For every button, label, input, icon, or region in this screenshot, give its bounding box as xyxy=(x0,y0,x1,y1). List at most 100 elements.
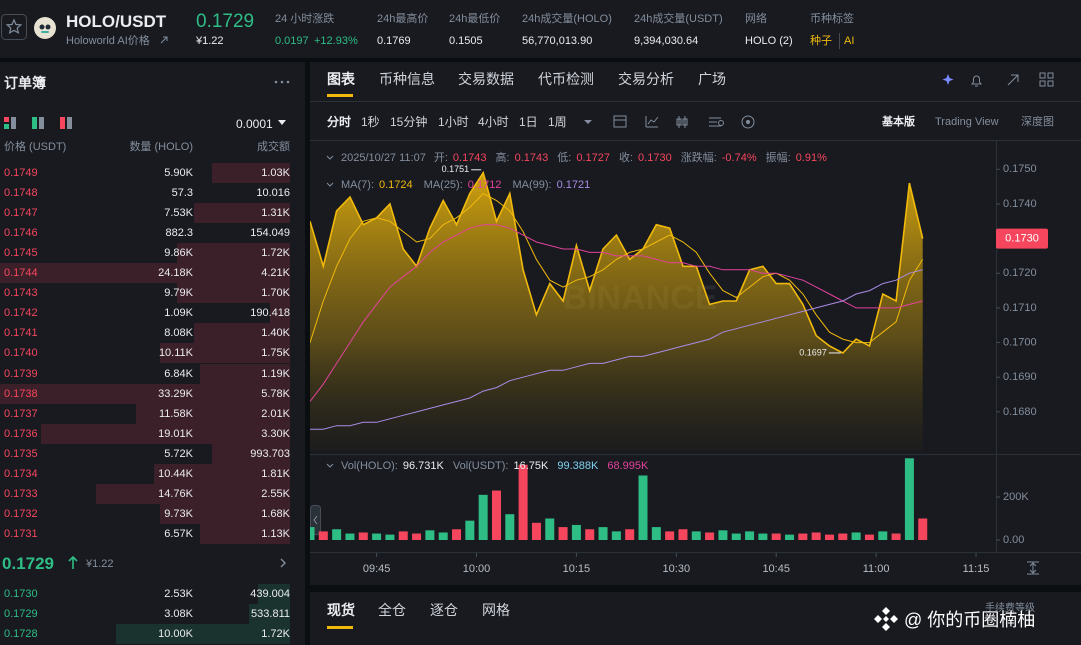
volume-bar xyxy=(571,524,581,540)
total: 1.03K xyxy=(261,167,290,179)
depth-bar xyxy=(200,523,290,544)
chart-tab[interactable]: 交易数据 xyxy=(458,71,514,87)
stat-label: 24h成交量(HOLO) xyxy=(522,13,612,25)
interval-button[interactable]: 4小时 xyxy=(478,115,509,129)
volume-bar xyxy=(665,531,675,540)
interval-button[interactable]: 1小时 xyxy=(438,115,469,129)
volume-bar xyxy=(358,532,368,540)
volume-bar xyxy=(785,534,795,540)
ohlc-label: 振幅: xyxy=(765,152,791,164)
total: 10.016 xyxy=(256,187,290,200)
total: 1.31K xyxy=(261,207,290,220)
volume-bar xyxy=(531,522,541,540)
tick-size-caret[interactable] xyxy=(278,120,286,126)
interval-button[interactable]: 分时 xyxy=(327,115,352,129)
volume-bar xyxy=(558,527,568,540)
volume-bar xyxy=(824,534,834,540)
ohlc-info: 2025/10/27 11:07 开: 0.1743 高: 0.1743 低: 0.1727… xyxy=(341,150,831,166)
chart-tab[interactable]: 广场 xyxy=(698,71,726,87)
total: 993.703 xyxy=(250,447,290,460)
trade-tab[interactable]: 逐仓 xyxy=(430,602,458,618)
favorite-button[interactable] xyxy=(1,14,27,40)
ask-price: 0.1736 xyxy=(4,427,38,440)
info-caret[interactable] xyxy=(326,154,334,162)
more-button[interactable] xyxy=(274,79,290,85)
high-marker-label: 0.1751 xyxy=(442,164,470,174)
amount: 19.01K xyxy=(158,427,193,440)
last-price-tag xyxy=(996,228,1048,249)
total: 3.30K xyxy=(261,427,290,440)
book-view-icons[interactable] xyxy=(4,117,74,131)
chart-tab[interactable]: 图表 xyxy=(327,71,355,87)
view-button[interactable]: Trading View xyxy=(935,116,999,128)
volume-bar xyxy=(491,490,501,540)
interval-button[interactable]: 1日 xyxy=(519,115,538,129)
coin-tag[interactable]: AI xyxy=(839,33,854,49)
volume-bar xyxy=(878,531,888,540)
view-button[interactable]: 深度图 xyxy=(1021,116,1054,128)
amount: 2.53K xyxy=(164,588,193,600)
scroll-handle[interactable] xyxy=(310,505,322,535)
ma-caret[interactable] xyxy=(326,181,334,189)
volume-bar xyxy=(372,533,382,540)
price-area xyxy=(310,172,923,450)
volume-bar xyxy=(731,533,741,540)
volume-value: 16.75K xyxy=(513,460,549,472)
ma-value: 0.1712 xyxy=(467,179,502,191)
bid-price: 0.1728 xyxy=(4,628,38,640)
depth-bar xyxy=(0,383,290,404)
ask-price: 0.1743 xyxy=(4,287,38,300)
total: 1.81K xyxy=(261,467,290,480)
trade-tab[interactable]: 全仓 xyxy=(378,602,406,618)
column-header: 价格 (USDT) xyxy=(4,141,67,153)
chart-tab[interactable]: 代币检测 xyxy=(538,71,594,87)
volume-bar xyxy=(310,527,315,540)
y-tick-label: 0.1740 xyxy=(1003,198,1037,210)
ask-price: 0.1733 xyxy=(4,487,38,500)
total: 533.811 xyxy=(251,608,290,620)
volume-bar xyxy=(691,531,701,540)
header-price: 0.1729 xyxy=(196,11,255,32)
interval-button[interactable]: 1秒 xyxy=(361,115,380,129)
chart-tool-icons[interactable] xyxy=(940,71,1060,89)
volume-bar xyxy=(638,475,648,540)
external-link-icon[interactable] xyxy=(160,36,168,44)
trade-tab[interactable]: 网格 xyxy=(482,602,510,618)
interval-button[interactable]: 15分钟 xyxy=(390,115,428,129)
ask-price: 0.1740 xyxy=(4,347,38,360)
total: 4.21K xyxy=(261,267,290,280)
divider xyxy=(310,101,1081,102)
scale-button[interactable] xyxy=(1025,560,1041,576)
x-tick-label: 11:00 xyxy=(863,563,890,575)
chart-tab[interactable]: 交易分析 xyxy=(618,71,674,87)
more-arrow[interactable] xyxy=(279,558,287,568)
total: 2.01K xyxy=(261,407,290,420)
depth-bar xyxy=(249,604,290,624)
ask-price: 0.1732 xyxy=(4,507,38,520)
x-tick-label: 10:00 xyxy=(463,563,491,575)
volume-bar xyxy=(838,533,848,540)
tick-size[interactable]: 0.0001 xyxy=(236,117,273,131)
vol-caret[interactable] xyxy=(326,462,334,470)
trade-panel xyxy=(310,592,1081,645)
coin-tag[interactable]: 种子 xyxy=(810,35,832,47)
chart-tab[interactable]: 币种信息 xyxy=(379,71,435,87)
interval-button[interactable]: 1周 xyxy=(548,115,567,129)
ohlc-value: 0.1743 xyxy=(452,152,487,164)
x-tick-label: 10:45 xyxy=(762,563,790,575)
view-button[interactable]: 基本版 xyxy=(882,116,915,128)
network-value[interactable]: HOLO (2) xyxy=(745,35,793,47)
total: 1.68K xyxy=(261,507,290,520)
x-tick-label: 11:15 xyxy=(963,563,990,575)
volume-bar xyxy=(904,458,914,540)
trade-tab[interactable]: 现货 xyxy=(327,602,355,618)
last-price-cny: ¥1.22 xyxy=(86,558,114,570)
active-tab-underline xyxy=(327,94,353,97)
depth-bar xyxy=(95,483,290,504)
toolbar-icons[interactable] xyxy=(582,114,757,130)
total: 1.70K xyxy=(261,287,290,300)
total: 1.13K xyxy=(261,527,290,540)
depth-bar xyxy=(159,503,290,524)
volume-bar xyxy=(318,531,328,540)
ask-price: 0.1744 xyxy=(4,267,38,280)
